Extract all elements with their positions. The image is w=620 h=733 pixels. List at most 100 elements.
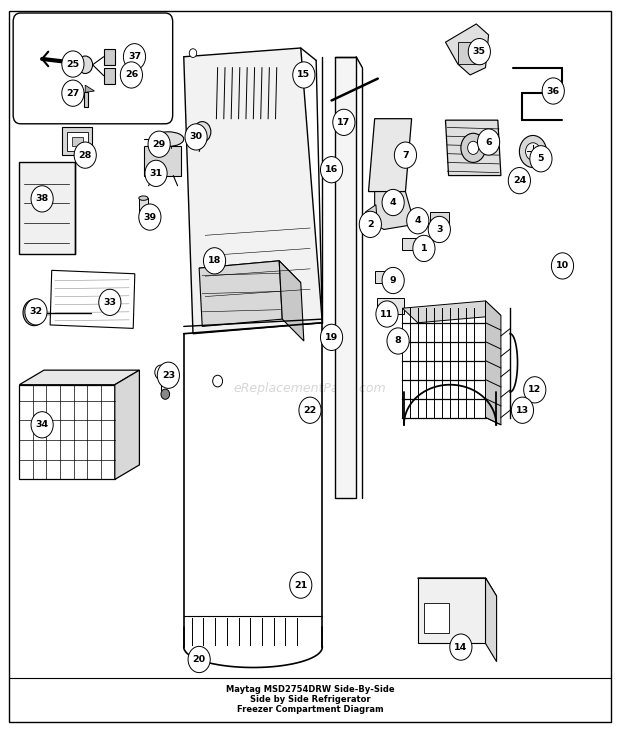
Text: 9: 9 <box>390 276 396 285</box>
Circle shape <box>376 301 398 327</box>
Circle shape <box>188 647 210 673</box>
Circle shape <box>299 397 321 424</box>
Text: 13: 13 <box>516 406 529 415</box>
Bar <box>63 128 92 155</box>
Circle shape <box>359 211 381 237</box>
Circle shape <box>290 572 312 598</box>
Circle shape <box>542 78 564 104</box>
Polygon shape <box>335 56 356 498</box>
Polygon shape <box>402 301 501 323</box>
Bar <box>144 147 180 175</box>
Circle shape <box>477 129 500 155</box>
Polygon shape <box>485 301 501 425</box>
Text: 15: 15 <box>297 70 311 79</box>
Polygon shape <box>374 191 415 229</box>
Text: 31: 31 <box>149 169 162 178</box>
Circle shape <box>189 48 197 57</box>
Ellipse shape <box>139 196 148 200</box>
Circle shape <box>382 189 404 216</box>
Text: 11: 11 <box>380 309 394 319</box>
Text: 27: 27 <box>66 89 79 97</box>
Circle shape <box>450 634 472 660</box>
Circle shape <box>321 324 343 350</box>
Text: 4: 4 <box>390 198 396 207</box>
Circle shape <box>31 412 53 438</box>
Circle shape <box>74 142 96 169</box>
Text: 17: 17 <box>337 118 350 127</box>
Ellipse shape <box>153 132 184 147</box>
Bar <box>139 198 148 221</box>
Circle shape <box>23 300 45 325</box>
Circle shape <box>467 141 479 155</box>
Polygon shape <box>73 85 82 92</box>
Circle shape <box>148 131 171 158</box>
Text: 25: 25 <box>66 59 79 68</box>
Polygon shape <box>446 120 501 175</box>
Bar <box>402 238 427 250</box>
Text: 34: 34 <box>35 420 49 430</box>
Text: 35: 35 <box>473 47 486 56</box>
Circle shape <box>407 207 429 234</box>
Polygon shape <box>446 24 489 75</box>
Circle shape <box>321 157 343 183</box>
Bar <box>374 271 399 283</box>
Polygon shape <box>115 370 140 479</box>
Circle shape <box>155 365 167 380</box>
Text: 19: 19 <box>325 333 338 342</box>
Text: 22: 22 <box>303 406 317 415</box>
Circle shape <box>382 268 404 294</box>
Text: 30: 30 <box>190 133 203 141</box>
Text: 37: 37 <box>128 52 141 62</box>
Text: 20: 20 <box>193 655 206 664</box>
Circle shape <box>461 133 485 163</box>
Circle shape <box>468 39 490 65</box>
Circle shape <box>213 375 223 387</box>
Bar <box>104 67 115 84</box>
Circle shape <box>512 397 534 424</box>
Polygon shape <box>199 261 282 326</box>
Text: 26: 26 <box>125 70 138 79</box>
Circle shape <box>526 143 540 161</box>
Text: 6: 6 <box>485 138 492 147</box>
Polygon shape <box>184 48 322 334</box>
Circle shape <box>333 109 355 136</box>
Text: 28: 28 <box>79 151 92 160</box>
Bar <box>458 43 482 64</box>
Circle shape <box>428 216 450 243</box>
Polygon shape <box>85 85 94 92</box>
Text: 24: 24 <box>513 176 526 185</box>
Text: 32: 32 <box>29 307 43 317</box>
Bar <box>104 48 115 65</box>
FancyBboxPatch shape <box>13 13 172 124</box>
Circle shape <box>530 146 552 172</box>
Text: 7: 7 <box>402 151 409 160</box>
Text: 5: 5 <box>538 154 544 163</box>
Circle shape <box>120 62 143 88</box>
Text: 14: 14 <box>454 643 467 652</box>
Text: eReplacementParts.com: eReplacementParts.com <box>234 382 386 395</box>
Polygon shape <box>19 385 115 479</box>
Circle shape <box>387 328 409 354</box>
Circle shape <box>62 51 84 77</box>
Text: 10: 10 <box>556 262 569 270</box>
Circle shape <box>524 377 546 403</box>
Text: Maytag MSD2754DRW Side-By-Side
Side by Side Refrigerator
Freezer Compartment Dia: Maytag MSD2754DRW Side-By-Side Side by S… <box>226 685 394 715</box>
Text: 33: 33 <box>104 298 117 307</box>
Circle shape <box>78 56 92 73</box>
Polygon shape <box>19 370 140 385</box>
Circle shape <box>185 124 207 150</box>
Circle shape <box>123 44 146 70</box>
Circle shape <box>145 161 167 186</box>
Circle shape <box>203 248 226 274</box>
Circle shape <box>29 306 39 318</box>
Circle shape <box>31 185 53 212</box>
Polygon shape <box>279 261 304 341</box>
Polygon shape <box>365 205 378 235</box>
Polygon shape <box>418 578 497 596</box>
Bar <box>430 212 448 226</box>
Bar <box>19 163 75 254</box>
Text: 39: 39 <box>143 213 156 221</box>
Text: 23: 23 <box>162 371 175 380</box>
Polygon shape <box>485 578 497 662</box>
Bar <box>50 270 135 328</box>
